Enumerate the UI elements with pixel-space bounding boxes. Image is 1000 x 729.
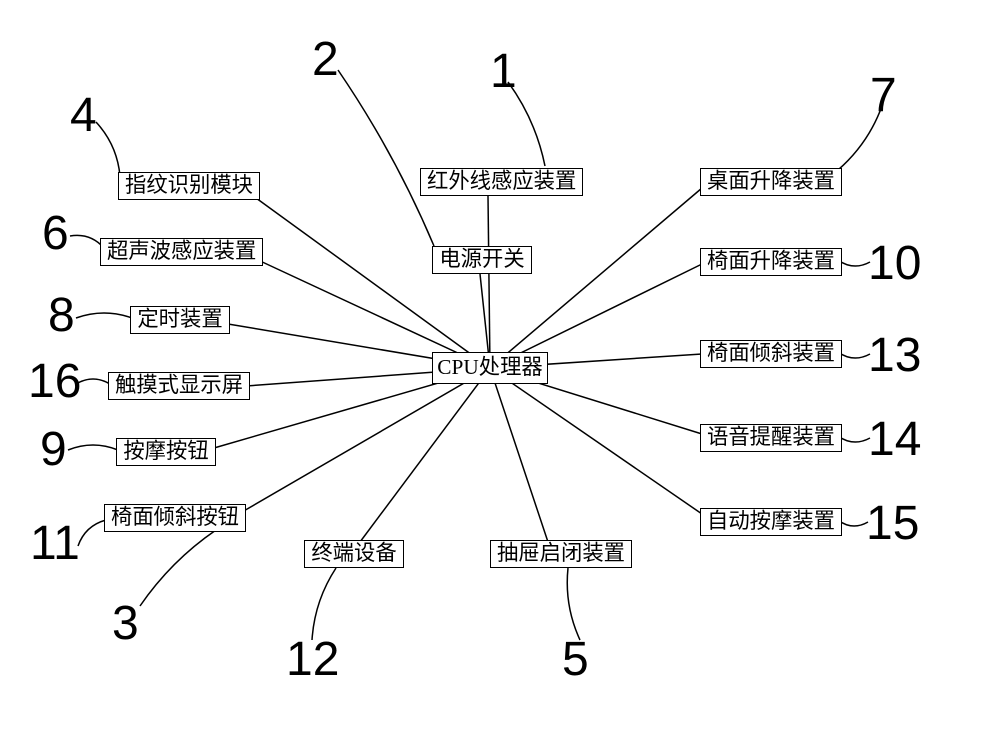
callout-number: 6 (42, 210, 69, 258)
callout-number: 1 (490, 48, 517, 96)
node-box: 电源开关 (432, 246, 532, 274)
node-box: 红外线感应装置 (420, 168, 583, 196)
callout-number: 15 (866, 500, 919, 548)
node-box: 指纹识别模块 (118, 172, 260, 200)
node-box: 触摸式显示屏 (108, 372, 250, 400)
node-box: 终端设备 (304, 540, 404, 568)
node-box: 椅面倾斜装置 (700, 340, 842, 368)
callout-number: 10 (868, 240, 921, 288)
node-box: 桌面升降装置 (700, 168, 842, 196)
callout-number: 2 (312, 36, 339, 84)
node-box: 定时装置 (130, 306, 230, 334)
callout-number: 14 (868, 416, 921, 464)
callout-number: 16 (28, 358, 81, 406)
callout-number: 5 (562, 636, 589, 684)
diagram-canvas: CPU处理器 指纹识别模块 4 超声波感应装置 6 定时装置 8 触摸式显示屏 16 按摩按钮 9 椅… (0, 0, 1000, 729)
callout-number: 8 (48, 292, 75, 340)
node-box: 抽屉启闭装置 (490, 540, 632, 568)
node-box: 自动按摩装置 (700, 508, 842, 536)
callout-number: 4 (70, 92, 97, 140)
callout-number: 12 (286, 636, 339, 684)
callout-number: 13 (868, 332, 921, 380)
node-box: 椅面倾斜按钮 (104, 504, 246, 532)
node-box: 语音提醒装置 (700, 424, 842, 452)
node-box: 按摩按钮 (116, 438, 216, 466)
callout-number: 3 (112, 600, 139, 648)
node-box: 超声波感应装置 (100, 238, 263, 266)
callout-number: 9 (40, 426, 67, 474)
node-box: 椅面升降装置 (700, 248, 842, 276)
callout-number: 11 (30, 520, 80, 568)
center-node: CPU处理器 (432, 352, 548, 384)
callout-number: 7 (870, 72, 897, 120)
